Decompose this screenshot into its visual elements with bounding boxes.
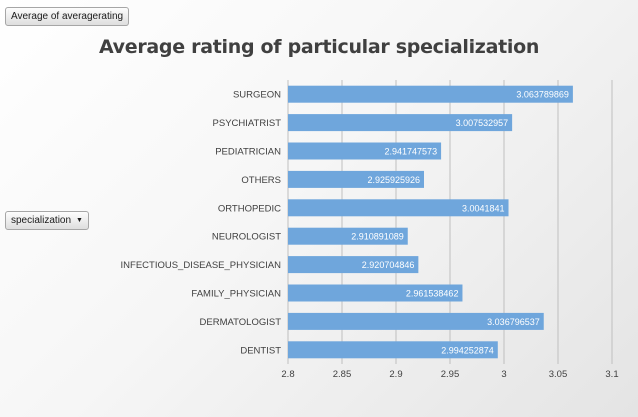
- category-label: NEUROLOGIST: [212, 232, 281, 243]
- data-label: 3.007532957: [456, 118, 509, 128]
- x-tick-label: 2.85: [333, 369, 352, 380]
- triangle-down-icon[interactable]: ▼: [76, 217, 83, 224]
- category-labels: SURGEON PSYCHIATRIST PEDIATRICIAN OTHERS ORT…: [121, 90, 282, 357]
- category-label: PSYCHIATRIST: [213, 118, 282, 129]
- category-label: SURGEON: [233, 90, 281, 101]
- category-label: PEDIATRICIAN: [215, 147, 281, 158]
- x-tick-label: 2.9: [389, 369, 402, 380]
- x-tick-label: 3: [501, 369, 506, 380]
- x-tick-label: 3.05: [549, 369, 568, 380]
- bar[interactable]: [288, 312, 544, 330]
- data-label: 3.0041841: [462, 203, 505, 213]
- bar[interactable]: [288, 142, 442, 160]
- value-field-label: Average of averagerating: [11, 11, 124, 22]
- bar[interactable]: [288, 199, 509, 217]
- data-label: 2.920704846: [362, 260, 415, 270]
- category-label: FAMILY_PHYSICIAN: [191, 289, 281, 300]
- data-label: 2.925925926: [367, 175, 420, 185]
- bar[interactable]: [288, 256, 419, 274]
- category-label: DENTIST: [240, 345, 281, 356]
- bar[interactable]: [288, 284, 463, 302]
- category-label: OTHERS: [241, 175, 281, 186]
- x-tick-label: 2.8: [281, 369, 294, 380]
- bar[interactable]: [288, 170, 424, 188]
- data-label: 3.063789869: [516, 90, 569, 100]
- x-tick-label: 3.1: [605, 369, 618, 380]
- data-label: 3.036796537: [487, 317, 540, 327]
- data-label: 2.994252874: [441, 345, 494, 355]
- category-label: ORTHOPEDIC: [218, 203, 281, 214]
- value-field-button[interactable]: Average of averagerating: [5, 7, 130, 26]
- data-label: 2.910891089: [351, 232, 404, 242]
- bar[interactable]: [288, 227, 408, 245]
- bar[interactable]: [288, 114, 513, 132]
- bar[interactable]: [288, 341, 498, 359]
- x-tick-labels: 2.8 2.85 2.9 2.95 3 3.05 3.1: [281, 369, 618, 380]
- bar[interactable]: [288, 85, 573, 103]
- category-label: DERMATOLOGIST: [200, 317, 282, 328]
- axis-field-button[interactable]: specialization ▼: [5, 211, 89, 230]
- x-tick-label: 2.95: [441, 369, 460, 380]
- data-label: 2.941747573: [385, 147, 438, 157]
- data-label: 2.961538462: [406, 289, 459, 299]
- chart-title: Average rating of particular specializat…: [98, 36, 540, 58]
- axis-field-label: specialization: [11, 215, 72, 226]
- bars: 3.063789869 3.007532957 2.941747573 2.92592…: [288, 85, 573, 359]
- category-label: INFECTIOUS_DISEASE_PHYSICIAN: [121, 260, 282, 271]
